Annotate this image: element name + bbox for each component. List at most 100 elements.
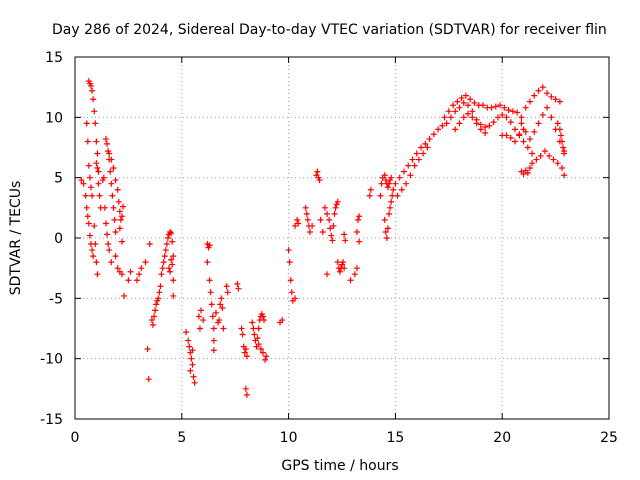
data-point (138, 265, 145, 272)
data-point (118, 238, 125, 245)
data-point (413, 150, 420, 157)
y-tick-label: -10 (40, 352, 63, 368)
data-point (479, 102, 486, 109)
data-point (121, 292, 128, 299)
data-point (89, 247, 96, 254)
data-point (107, 168, 114, 175)
data-point (524, 169, 531, 176)
data-point (167, 268, 174, 275)
data-point (110, 204, 117, 211)
data-point (220, 325, 227, 332)
data-point (118, 271, 125, 278)
data-point (520, 138, 527, 145)
data-point (518, 114, 525, 121)
data-point (88, 82, 95, 89)
data-point (155, 295, 162, 302)
data-point (456, 104, 463, 111)
ticks: 0 5 10 15 20 25 -15 -10 -5 0 5 10 15 (40, 50, 618, 446)
data-point (206, 242, 213, 249)
data-point (557, 132, 564, 139)
data-point (116, 225, 123, 232)
data-points (78, 78, 568, 398)
data-point (208, 301, 215, 308)
data-point (145, 376, 152, 383)
data-point (482, 130, 489, 137)
data-point (210, 337, 217, 344)
data-point (548, 114, 555, 121)
data-point (90, 253, 97, 260)
data-point (190, 373, 197, 380)
data-point (162, 247, 169, 254)
data-point (250, 325, 257, 332)
data-point (106, 247, 113, 254)
data-point (396, 174, 403, 181)
data-point (385, 180, 392, 187)
x-tick-label: 15 (386, 430, 404, 446)
y-tick-label: 10 (45, 110, 63, 126)
data-point (473, 120, 480, 127)
data-point (210, 325, 217, 332)
data-point (216, 317, 223, 324)
data-point (96, 192, 103, 199)
x-axis-title: GPS time / hours (281, 458, 398, 474)
data-point (151, 313, 158, 320)
data-point (156, 289, 163, 296)
data-point (185, 337, 192, 344)
data-point (92, 120, 99, 127)
data-point (187, 367, 194, 374)
data-point (392, 180, 399, 187)
data-point (388, 174, 395, 181)
data-point (355, 216, 362, 223)
data-point (94, 271, 101, 278)
data-point (405, 162, 412, 169)
data-point (243, 353, 250, 360)
data-point (544, 90, 551, 97)
data-point (522, 104, 529, 111)
plot-frame (74, 56, 610, 420)
data-point (347, 277, 354, 284)
data-point (287, 277, 294, 284)
data-point (170, 277, 177, 284)
data-point (539, 84, 546, 91)
data-point (292, 222, 299, 229)
data-point (556, 126, 563, 133)
data-point (88, 184, 95, 191)
data-point (189, 361, 196, 368)
data-point (332, 204, 339, 211)
data-point (108, 156, 115, 163)
data-point (509, 108, 516, 115)
data-point (115, 198, 122, 205)
data-point (356, 238, 363, 245)
data-point (341, 231, 348, 238)
data-point (467, 96, 474, 103)
data-point (507, 119, 514, 126)
data-point (108, 180, 115, 187)
data-point (102, 136, 109, 143)
data-point (292, 295, 299, 302)
data-point (452, 126, 459, 133)
data-point (497, 102, 504, 109)
data-point (164, 235, 171, 241)
data-point (170, 253, 177, 260)
data-point (118, 213, 125, 220)
data-point (83, 204, 90, 211)
data-point (198, 307, 205, 314)
data-point (319, 228, 326, 235)
data-point (317, 216, 324, 223)
data-point (78, 177, 85, 184)
data-point (93, 259, 100, 266)
data-point (377, 192, 384, 199)
data-point (550, 156, 557, 163)
data-point (518, 120, 525, 127)
data-point (450, 102, 457, 109)
data-point (106, 150, 113, 157)
data-point (501, 104, 508, 111)
data-point (324, 271, 331, 278)
data-point (89, 192, 96, 199)
data-point (465, 110, 472, 117)
data-point (85, 220, 92, 227)
data-point (306, 228, 313, 235)
data-point (420, 150, 427, 157)
data-point (169, 238, 176, 245)
data-point (460, 114, 467, 121)
